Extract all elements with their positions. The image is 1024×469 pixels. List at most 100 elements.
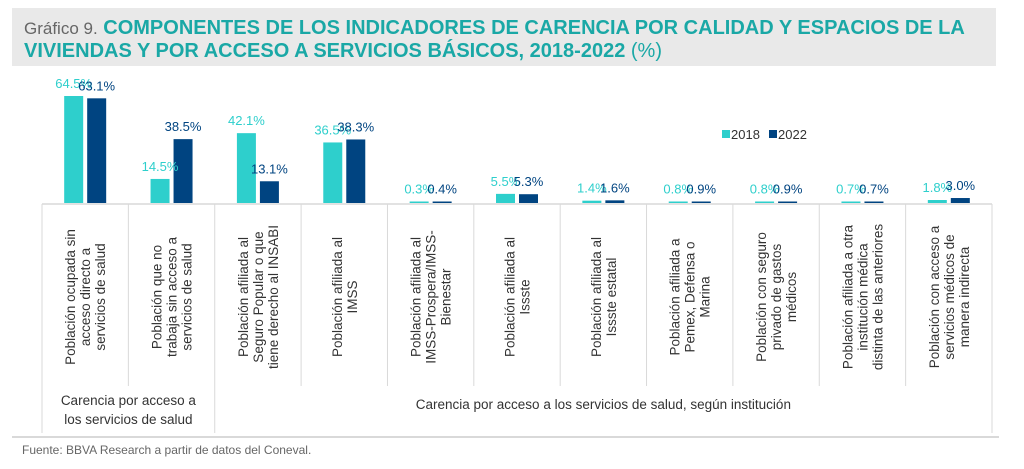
category-label-line: servicios de salud (93, 243, 108, 350)
value-label-2018: 0.8% (663, 182, 693, 197)
category-label: Población afiliada al IMSS-Prospera/IMSS-… (409, 230, 454, 364)
value-label-2022: 0.7% (859, 182, 889, 197)
value-label-2018: 42.1% (228, 113, 265, 128)
category-label-line: trabaja sin acceso a (165, 236, 180, 357)
category-label: Población afiliada al Issste estatal (589, 237, 619, 357)
value-label-2022: 0.9% (773, 182, 803, 197)
value-label-2022: 3.0% (945, 178, 975, 193)
group-label: Carencia por acceso a los servicios de s… (416, 397, 791, 412)
bar-2022 (778, 201, 798, 203)
value-label-2018: 14.5% (142, 159, 179, 174)
group-label: los servicios de salud (64, 412, 192, 427)
category-label-line: Issste estatal (604, 258, 619, 337)
category-label-line: Población afiliada a otra (840, 224, 855, 369)
legend-swatch-2022 (769, 130, 777, 138)
bar-2018 (150, 178, 170, 203)
category-label-line: Población con acceso a (927, 225, 942, 368)
bar-2018 (323, 142, 343, 203)
value-label-2018: 1.4% (577, 181, 607, 196)
group-label: Carencia por acceso a (61, 393, 197, 408)
chart-title-text: COMPONENTES DE LOS INDICADORES DE CARENC… (24, 17, 965, 62)
value-label-2022: 38.5% (165, 119, 202, 134)
category-label-line: servicios de salud (180, 243, 195, 350)
value-label-2022: 0.4% (427, 182, 457, 197)
category-label-line: Población con seguro (754, 232, 769, 362)
source-note: Fuente: BBVA Research a partir de datos … (22, 443, 312, 457)
category-label-line: Población ocupada sin (63, 229, 78, 365)
bar-2022 (691, 201, 711, 203)
category-label-line: acceso directo a (78, 247, 93, 346)
bar-2018 (582, 200, 602, 203)
category-label-line: Bienestar (439, 268, 454, 326)
category-label-line: Población afiliada al (503, 237, 518, 357)
bar-2022 (519, 194, 538, 203)
value-label-2022: 63.1% (78, 78, 115, 93)
category-label-line: Población afiliada al (330, 237, 345, 357)
category-label: Población con acceso a servicios médicos … (927, 225, 972, 368)
category-label: Población afiliada a otra institución méd… (840, 224, 885, 371)
bar-2022 (346, 139, 366, 203)
category-label-line: Población afiliada al (236, 237, 251, 357)
bar-2022 (87, 98, 107, 203)
category-label-line: Issste (518, 279, 533, 314)
value-label-2022: 38.3% (337, 119, 374, 134)
bar-2022 (259, 181, 279, 203)
legend: 2018 2022 (722, 127, 807, 142)
value-label-2022: 0.9% (686, 182, 716, 197)
category-label-line: Seguro Popular o que (251, 231, 266, 362)
bar-2018 (668, 201, 688, 203)
legend-label-2022: 2022 (778, 127, 807, 142)
bar-2022 (950, 198, 970, 203)
category-label-line: Pemex, Defensa o (683, 241, 698, 352)
value-label-2018: 36.5% (314, 122, 351, 137)
bar-2018 (927, 200, 947, 203)
value-label-2018: 1.8% (922, 180, 952, 195)
value-label-2022: 13.1% (251, 161, 288, 176)
bar-2018 (755, 201, 775, 203)
value-label-2018: 5.5% (491, 174, 521, 189)
value-label-2022: 1.6% (600, 180, 630, 195)
category-label-line: médicos (784, 272, 799, 323)
category-label: Población ocupada sin acceso directo a ser… (63, 229, 108, 365)
chart-unit: (%) (630, 40, 662, 62)
bar-2022 (605, 200, 625, 203)
category-label-line: IMSS (345, 280, 360, 313)
value-label-2018: 0.8% (750, 182, 780, 197)
category-label: Población afiliada al Seguro Popular o qu… (236, 225, 281, 369)
bars-layer (64, 96, 970, 203)
value-label-2018: 0.7% (836, 182, 866, 197)
category-label: Población que no trabaja sin acceso a serv… (150, 236, 195, 357)
axis-layer (41, 203, 993, 433)
value-labels-layer: 64.5% 14.5% 42.1% 36.5% 0.3% 5.5% 1.4% 0.8% 0.8%… (55, 76, 975, 197)
bar-2018 (841, 201, 861, 203)
bar-2018 (409, 201, 429, 203)
bottom-rule (12, 436, 999, 438)
category-label: Población afiliada al Issste (503, 237, 533, 357)
category-label-line: Población que no (150, 245, 165, 349)
category-label-line: Población afiliada a (668, 238, 683, 356)
title-box: Gráfico 9. COMPONENTES DE LOS INDICADORE… (12, 8, 996, 66)
category-label-line: Marina (698, 276, 713, 318)
category-label-line: tiene derecho al INSABI (266, 225, 281, 369)
value-label-2018: 0.3% (404, 182, 434, 197)
category-label-line: institución médica (855, 243, 870, 351)
category-labels-layer: Población ocupada sin acceso directo a ser… (63, 224, 972, 371)
chart-title: Gráfico 9. COMPONENTES DE LOS INDICADORE… (24, 17, 994, 62)
category-label-line: distinta de las anteriores (870, 224, 885, 371)
chart-label: Gráfico 9. (24, 19, 98, 38)
category-label-line: IMSS-Prospera/IMSS- (424, 230, 439, 364)
value-label-2018: 64.5% (55, 76, 92, 91)
category-label: Población con seguro privado de gastos méd… (754, 232, 799, 362)
category-label-line: servicios médicos de (942, 234, 957, 359)
value-label-2022: 5.3% (514, 174, 544, 189)
category-label-line: Población afiliada al (409, 237, 424, 357)
bar-2022 (173, 139, 193, 203)
bar-chart: 64.5% 14.5% 42.1% 36.5% 0.3% 5.5% 1.4% 0.8% 0.8%… (41, 76, 993, 433)
legend-label-2018: 2018 (731, 127, 760, 142)
bar-2018 (64, 96, 84, 203)
group-labels-layer: Carencia por acceso a los servicios de sa… (61, 393, 791, 427)
bar-2018 (236, 133, 256, 203)
bar-2022 (864, 201, 884, 203)
bar-2022 (432, 201, 452, 203)
category-label-line: privado de gastos (769, 243, 784, 350)
